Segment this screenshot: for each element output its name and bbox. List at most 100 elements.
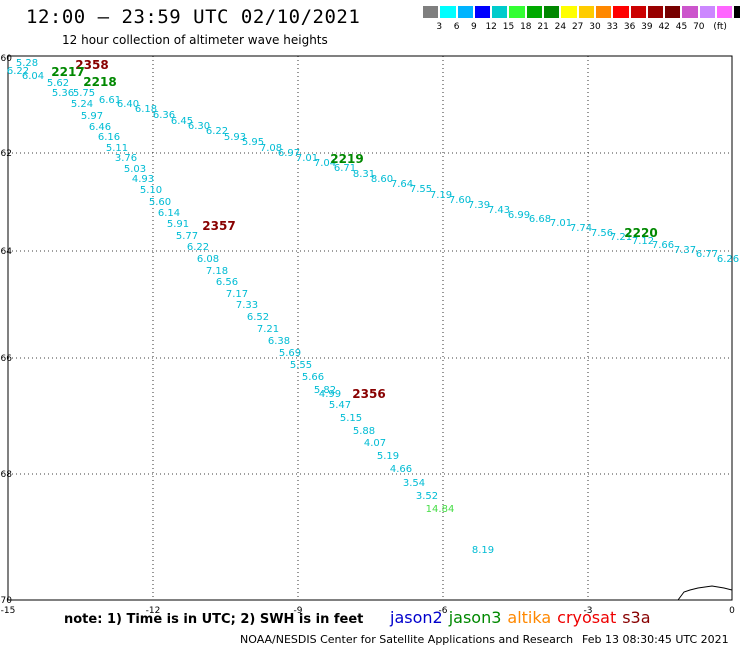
color-scale-label: 30 — [589, 22, 601, 32]
pass-label: 2358 — [75, 58, 108, 72]
wave-height-value: 7.08 — [260, 143, 282, 154]
x-tick-label: 0 — [729, 606, 735, 616]
pass-label: 2217 — [51, 65, 84, 79]
color-scale-label: 15 — [502, 22, 515, 32]
x-tick-label: -12 — [146, 606, 161, 616]
wave-height-value: 6.26 — [717, 254, 739, 265]
color-swatch — [508, 5, 526, 19]
wave-height-value: 6.71 — [334, 163, 356, 174]
generated-timestamp: Feb 13 08:30:45 UTC 2021 — [582, 633, 729, 646]
mission-legend-item: jason2 — [390, 608, 443, 627]
wave-height-value: 7.01 — [550, 218, 572, 229]
mission-legend-item: cryosat — [557, 608, 617, 627]
color-swatch — [456, 5, 474, 19]
color-scale-label: 27 — [571, 22, 584, 32]
wave-height-value: 6.38 — [268, 336, 290, 347]
color-swatch — [646, 5, 665, 19]
wave-height-value: 5.91 — [167, 219, 189, 230]
mission-legend-item: s3a — [622, 608, 651, 627]
color-swatch — [422, 5, 440, 19]
pass-label: 2218 — [83, 75, 116, 89]
map-subtitle: 12 hour collection of altimeter wave hei… — [62, 33, 328, 47]
color-swatch — [733, 5, 740, 19]
mission-legend-item: jason3 — [448, 608, 502, 627]
wave-height-value: 7.43 — [488, 205, 510, 216]
wave-height-value: 7.66 — [652, 240, 674, 251]
wave-height-value: 5.60 — [149, 197, 171, 208]
wave-height-value: 7.12 — [632, 236, 654, 247]
wave-height-value: 6.56 — [216, 277, 238, 288]
wave-height-value: 6.45 — [171, 116, 193, 127]
map-title: 12:00 – 23:59 UTC 02/10/2021 — [26, 6, 361, 28]
wave-height-value: 7.21 — [610, 232, 632, 243]
x-tick-label: -9 — [294, 606, 303, 616]
wave-height-value: 5.75 — [73, 88, 95, 99]
wave-height-value: 6.16 — [98, 132, 120, 143]
wave-height-value: 7.37 — [674, 245, 696, 256]
wave-height-value: 4.93 — [132, 174, 154, 185]
axis-tick-labels: -15 -12 -9 -6 -3 0 -60 -62 -64 -66 -68 -70 — [0, 54, 735, 616]
wave-height-value: 5.82 — [314, 385, 336, 396]
color-swatch — [491, 5, 509, 19]
color-scale-label: 70 — [693, 22, 705, 32]
y-tick-label: -60 — [0, 54, 12, 64]
wave-height-value: 5.69 — [279, 348, 301, 359]
color-scale-label: 42 — [658, 22, 670, 32]
wave-height-value: 7.60 — [449, 195, 471, 206]
wave-height-value: 7.21 — [257, 324, 279, 335]
wave-height-value: 5.47 — [329, 400, 351, 411]
credit-line: NOAA/NESDIS Center for Satellite Applica… — [240, 633, 574, 646]
wave-height-value: 3.54 — [403, 478, 425, 489]
wave-height-value: 5.62 — [47, 78, 69, 89]
color-scale-bar — [422, 5, 740, 21]
pass-label: 2357 — [202, 219, 235, 233]
wave-height-value: 7.74 — [570, 223, 592, 234]
color-swatch — [629, 5, 647, 19]
wave-height-value: 5.88 — [353, 426, 375, 437]
wave-height-value: 6.18 — [135, 104, 157, 115]
color-swatch — [560, 5, 578, 19]
wave-height-value: 6.04 — [22, 71, 44, 82]
x-tick-label: -6 — [439, 606, 448, 616]
color-scale-label: 9 — [471, 22, 477, 32]
wave-height-value: 14.84 — [426, 504, 455, 515]
wave-height-value: 5.36 — [52, 88, 74, 99]
wave-height-value: 6.22 — [206, 126, 228, 137]
wave-height-value: 5.03 — [124, 164, 146, 175]
color-scale-label: 39 — [641, 22, 653, 32]
wave-height-value: 6.22 — [7, 66, 29, 77]
wave-height-value: 7.56 — [591, 228, 613, 239]
mission-legend-item: altika — [507, 608, 552, 627]
color-scale-label: 36 — [623, 22, 636, 32]
wave-height-value: 4.66 — [390, 464, 412, 475]
wave-height-value: 6.14 — [158, 208, 180, 219]
color-scale-label: 3 — [436, 22, 443, 32]
footer-note: note: 1) Time is in UTC; 2) SWH is in fe… — [64, 612, 364, 627]
wave-height-value: 6.46 — [89, 122, 111, 133]
wave-height-value: 5.15 — [340, 413, 362, 424]
wave-height-value: 7.01 — [296, 153, 318, 164]
wave-height-value: 5.97 — [81, 111, 103, 122]
wave-height-value: 5.93 — [224, 132, 246, 143]
pass-label: 2220 — [624, 226, 657, 240]
altimeter-track-a: 5.286.226.045.625.755.365.245.976.466.16… — [7, 58, 494, 556]
color-scale-label: 21 — [537, 22, 549, 32]
wave-height-value: 5.24 — [71, 99, 93, 110]
color-swatch — [439, 5, 457, 19]
color-scale-label: (ft) — [713, 22, 727, 32]
coastline — [677, 585, 733, 601]
wave-height-value: 7.33 — [236, 300, 258, 311]
wave-height-value: 6.22 — [187, 242, 209, 253]
wave-height-value: 6.30 — [188, 121, 210, 132]
wave-height-value: 3.76 — [115, 153, 137, 164]
color-swatch — [577, 5, 595, 19]
y-tick-label: -64 — [0, 247, 12, 257]
color-swatch — [664, 5, 682, 19]
wave-height-value: 7.18 — [206, 266, 228, 277]
color-swatch — [698, 5, 717, 19]
pass-label: 2356 — [352, 387, 385, 401]
wave-height-value: 7.04 — [314, 158, 336, 169]
color-scale-label: 33 — [606, 22, 619, 32]
altimeter-track-b: 6.616.406.186.366.456.306.225.935.957.08… — [99, 95, 739, 265]
